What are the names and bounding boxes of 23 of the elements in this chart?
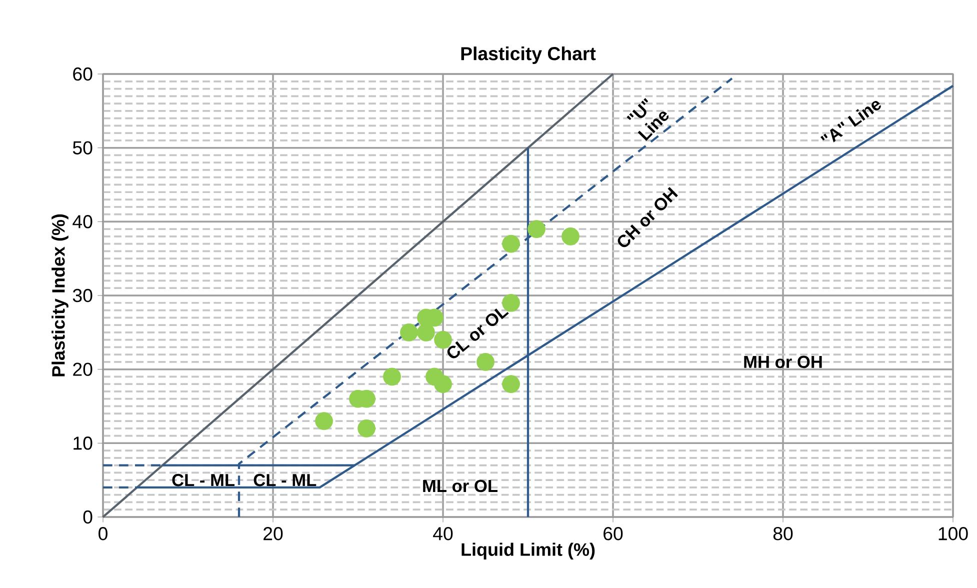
annotation: CL - ML: [172, 474, 235, 486]
x-tick-label: 80: [773, 527, 793, 540]
y-tick-label: 50: [72, 141, 92, 154]
chart-title: Plasticity Chart: [461, 46, 596, 64]
annotation: CH or OH: [618, 187, 678, 248]
x-axis-title: Liquid Limit (%): [462, 542, 595, 560]
annotation: CL or OL: [447, 308, 509, 358]
annotation: "A" Line: [820, 100, 881, 142]
y-tick-label: 20: [73, 362, 92, 376]
x-tick-label: 20: [264, 527, 283, 540]
y-axis-title: Plasticity Index (%): [52, 214, 68, 376]
y-tick-label: 60: [73, 67, 92, 81]
y-tick-label: 10: [74, 436, 92, 450]
x-tick-label: 100: [938, 527, 968, 540]
x-tick-label: 60: [604, 527, 623, 540]
annotation: MH or OH: [744, 356, 822, 368]
x-tick-label: 40: [433, 527, 453, 540]
y-tick-label: 0: [83, 510, 92, 524]
annotation: CL - ML: [254, 474, 316, 486]
y-tick-label: 40: [72, 215, 92, 228]
annotation: ML or OL: [423, 480, 498, 492]
x-tick-label: 0: [98, 527, 108, 540]
y-tick-label: 30: [72, 288, 92, 302]
